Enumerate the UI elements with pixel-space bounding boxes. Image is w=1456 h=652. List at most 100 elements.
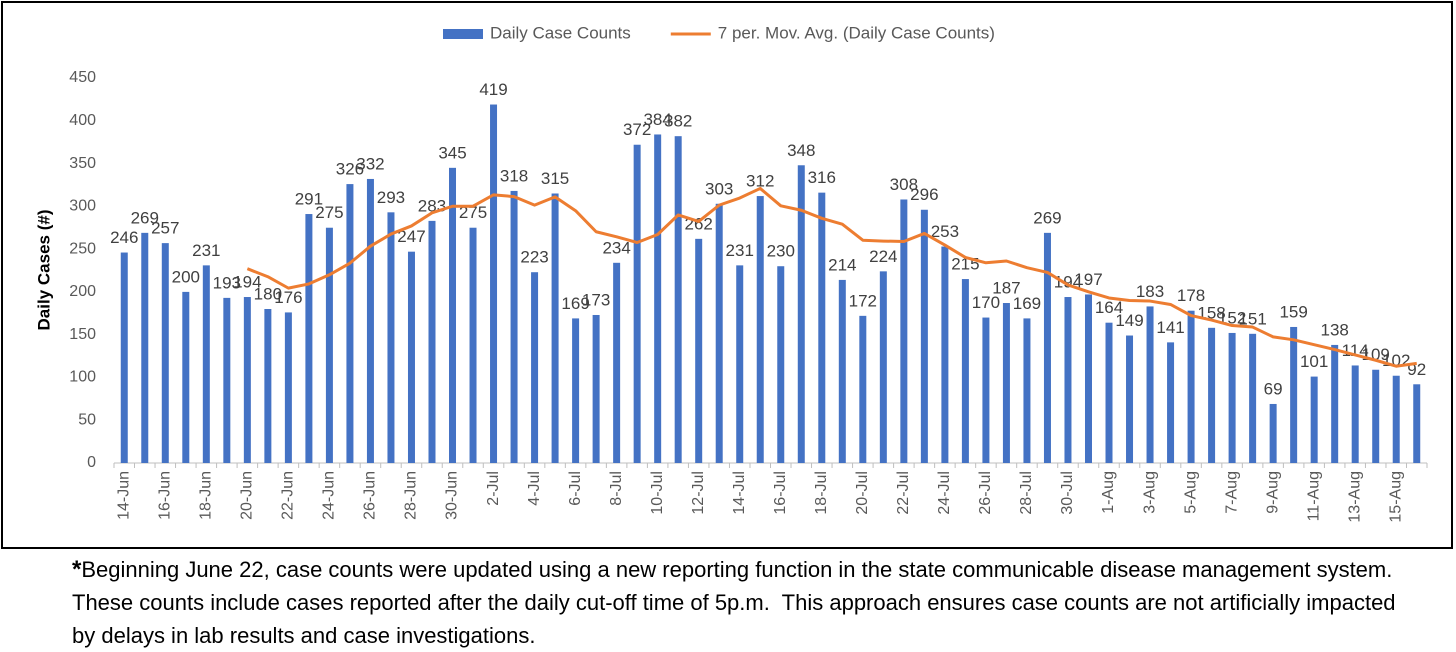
- y-tick-label: 300: [69, 198, 96, 215]
- x-tick-label: 22-Jul: [895, 471, 912, 515]
- bar: [1372, 369, 1380, 463]
- x-tick-label: 2-Jul: [485, 471, 502, 506]
- footnote: *Beginning June 22, case counts were upd…: [72, 553, 1422, 652]
- data-label: 253: [931, 222, 959, 241]
- x-tick-label: 13-Aug: [1346, 471, 1363, 523]
- data-label: 159: [1279, 302, 1307, 321]
- data-label: 275: [459, 203, 487, 222]
- data-label: 214: [828, 255, 856, 274]
- y-axis-title: Daily Cases (#): [34, 210, 53, 331]
- bar: [284, 312, 292, 463]
- bar: [654, 134, 662, 463]
- y-tick-label: 0: [87, 454, 96, 471]
- x-tick-label: 18-Jun: [198, 471, 215, 520]
- x-tick-label: 24-Jun: [321, 471, 338, 520]
- bar: [1269, 403, 1277, 463]
- x-tick-label: 30-Jun: [444, 471, 461, 520]
- x-tick-label: 28-Jul: [1018, 471, 1035, 515]
- bar: [1105, 322, 1113, 463]
- data-label: 180: [254, 284, 282, 303]
- x-tick-label: 28-Jun: [403, 471, 420, 520]
- bar: [1064, 297, 1072, 463]
- bar: [428, 220, 436, 463]
- moving-average-line: [246, 186, 1417, 368]
- data-label: 275: [315, 203, 343, 222]
- bar: [1084, 294, 1092, 463]
- data-label: 296: [910, 185, 938, 204]
- data-label: 164: [1095, 298, 1123, 317]
- y-tick-label: 50: [78, 411, 96, 428]
- data-label: 230: [767, 242, 795, 261]
- data-label: 308: [890, 175, 918, 194]
- data-label: 138: [1320, 320, 1348, 339]
- footnote-text: Beginning June 22, case counts were upda…: [72, 557, 1405, 648]
- bar: [818, 192, 826, 463]
- bar: [325, 227, 333, 463]
- bar: [1002, 303, 1010, 463]
- bar: [161, 243, 169, 463]
- bar: [592, 314, 600, 463]
- x-tick-label: 4-Jul: [526, 471, 543, 506]
- bar: [572, 318, 580, 463]
- x-tick-label: 5-Aug: [1182, 471, 1199, 514]
- bar: [777, 266, 785, 463]
- data-label: 291: [295, 190, 323, 209]
- data-label: 187: [992, 278, 1020, 297]
- x-tick-label: 18-Jul: [813, 471, 830, 515]
- bar: [449, 167, 457, 464]
- bar: [1023, 318, 1031, 463]
- bar: [1043, 232, 1051, 463]
- bar: [510, 190, 518, 463]
- bar: [551, 193, 559, 463]
- data-label: 170: [972, 293, 1000, 312]
- data-label: 101: [1300, 352, 1328, 371]
- data-label: 326: [336, 160, 364, 179]
- x-tick-label: 15-Aug: [1387, 471, 1404, 523]
- bar: [346, 184, 354, 464]
- bar: [1392, 375, 1400, 463]
- bar: [387, 212, 395, 463]
- bar: [1331, 344, 1339, 463]
- data-label: 169: [1013, 294, 1041, 313]
- x-tick-label: 1-Aug: [1100, 471, 1117, 514]
- x-tick-label: 16-Jul: [772, 471, 789, 515]
- bar: [141, 232, 149, 463]
- data-label: 151: [1238, 309, 1266, 328]
- bar: [1290, 326, 1298, 463]
- data-label: 269: [131, 208, 159, 227]
- data-label: 173: [582, 290, 610, 309]
- chart: Daily Cases (#) 0 50 100 150 200 250 300 350 400…: [1, 1, 1453, 549]
- data-label: 194: [233, 273, 261, 292]
- x-tick-label: 22-Jun: [280, 471, 297, 520]
- bar: [613, 262, 621, 463]
- bar: [1167, 342, 1175, 463]
- y-tick-label: 400: [69, 112, 96, 129]
- bar: [407, 251, 415, 463]
- bar: [1310, 376, 1318, 463]
- bar: [941, 246, 949, 463]
- x-tick-label: 6-Jul: [567, 471, 584, 506]
- bar: [223, 297, 231, 463]
- data-label: 141: [1156, 318, 1184, 337]
- bar: [202, 265, 210, 463]
- data-label: 419: [479, 80, 507, 99]
- data-label: 382: [664, 112, 692, 131]
- bar: [900, 199, 908, 463]
- bar: [715, 203, 723, 463]
- bar: [1249, 333, 1257, 463]
- x-tick-label: 7-Aug: [1223, 471, 1240, 514]
- legend-label: Daily Case Counts: [490, 23, 631, 42]
- x-tick-label: 11-Aug: [1305, 471, 1322, 521]
- bar: [264, 309, 272, 463]
- x-tick-label: 12-Jul: [690, 471, 707, 515]
- x-tick-label: 24-Jul: [936, 471, 953, 515]
- data-label: 183: [1136, 282, 1164, 301]
- bar: [859, 315, 867, 463]
- bar: [674, 136, 682, 463]
- data-label: 316: [808, 168, 836, 187]
- data-label: 312: [746, 172, 774, 191]
- bar: [1351, 365, 1359, 463]
- data-label: 372: [623, 120, 651, 139]
- data-label: 345: [438, 143, 466, 162]
